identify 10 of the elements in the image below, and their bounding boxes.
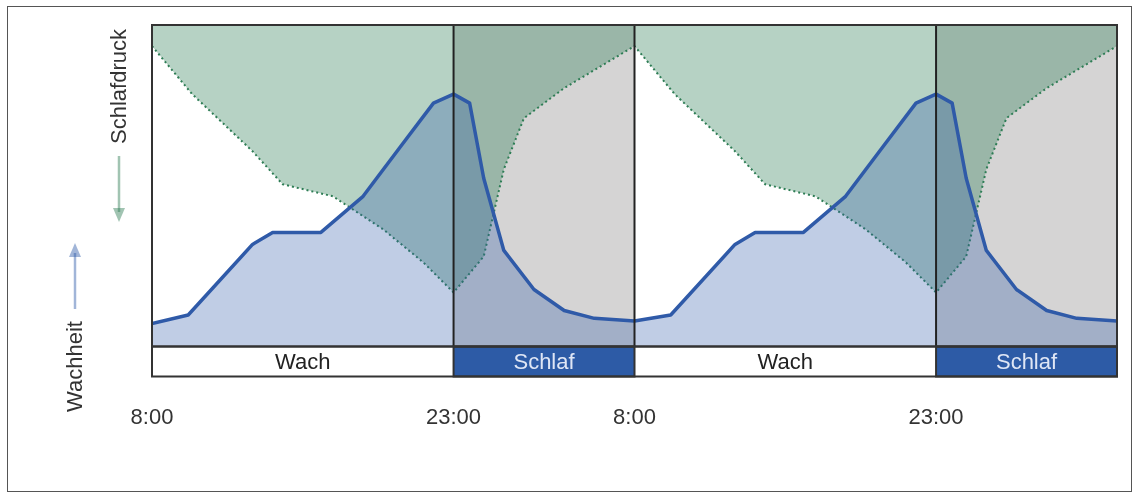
band-label: Schlaf (513, 348, 576, 374)
x-tick-label: 23:00 (426, 403, 482, 429)
text: Wach (275, 348, 331, 374)
text: Wach (757, 348, 813, 374)
x-tick-label: 23:00 (908, 403, 964, 429)
x-tick-label: 8:00 (613, 403, 656, 429)
text: Wachheit (62, 321, 88, 412)
text: Schlafdruck (106, 29, 132, 144)
band-label: Schlaf (995, 348, 1058, 374)
x-tick-label: 8:00 (130, 403, 174, 429)
